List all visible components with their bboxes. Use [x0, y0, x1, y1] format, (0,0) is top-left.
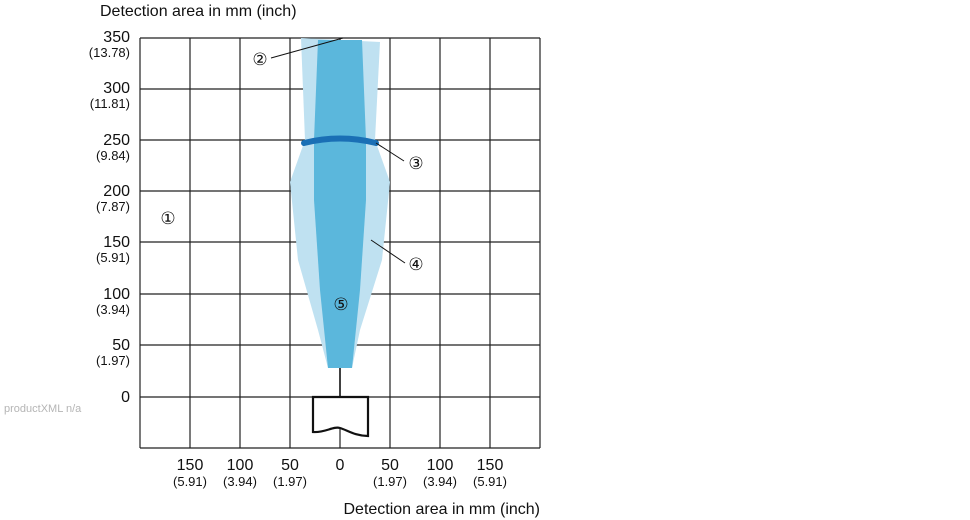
y-tick-sublabel: (9.84) — [96, 148, 130, 163]
y-tick-sublabel: (11.81) — [90, 96, 130, 111]
y-tick-sublabel: (7.87) — [96, 199, 130, 214]
callout-5: ⑤ — [333, 295, 348, 314]
y-tick-label: 50 — [112, 337, 130, 354]
x-axis-title: Detection area in mm (inch) — [343, 501, 540, 518]
watermark-text: productXML n/a — [4, 403, 82, 415]
x-tick-label: 50 — [381, 457, 399, 474]
y-tick-label: 150 — [103, 234, 130, 251]
x-tick-label: 100 — [427, 457, 454, 474]
leader-line-4 — [370, 239, 406, 264]
y-tick-label: 250 — [103, 132, 130, 149]
callout-3: ③ — [408, 154, 423, 173]
callout-1: ① — [160, 209, 175, 228]
y-tick-sublabel: (13.78) — [89, 45, 130, 60]
x-tick-label: 100 — [227, 457, 254, 474]
callout-2: ② — [252, 50, 267, 69]
leader-line-2 — [270, 37, 344, 59]
x-tick-label: 50 — [281, 457, 299, 474]
callout-4: ④ — [408, 255, 423, 274]
y-tick-sublabel: (3.94) — [96, 302, 130, 317]
sensor-body — [311, 395, 370, 438]
y-tick-sublabel: (1.97) — [96, 353, 130, 368]
y-tick-label: 200 — [103, 183, 130, 200]
leader-line-3 — [375, 142, 405, 162]
x-tick-label: 0 — [336, 457, 345, 474]
y-tick-label: 0 — [121, 389, 130, 406]
inner-detection-zone — [314, 40, 366, 368]
x-tick-label: 150 — [177, 457, 204, 474]
y-tick-label: 100 — [103, 286, 130, 303]
x-tick-sublabel: (5.91) — [473, 474, 507, 489]
x-tick-sublabel: (1.97) — [273, 474, 307, 489]
y-tick-label: 350 — [103, 29, 130, 46]
x-tick-sublabel: (3.94) — [223, 474, 257, 489]
y-tick-sublabel: (5.91) — [96, 250, 130, 265]
x-tick-sublabel: (5.91) — [173, 474, 207, 489]
x-tick-label: 150 — [477, 457, 504, 474]
x-tick-sublabel: (3.94) — [423, 474, 457, 489]
y-tick-label: 300 — [103, 80, 130, 97]
detection-ring-250 — [301, 135, 379, 146]
x-tick-sublabel: (1.97) — [373, 474, 407, 489]
y-axis-title: Detection area in mm (inch) — [100, 3, 297, 20]
